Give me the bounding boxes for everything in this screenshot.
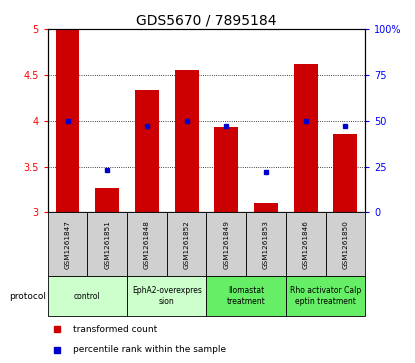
Bar bbox=[207, 277, 286, 316]
Bar bbox=[48, 277, 127, 316]
Bar bbox=[175, 70, 198, 212]
Bar bbox=[333, 134, 357, 212]
Bar bbox=[127, 212, 167, 277]
Bar bbox=[167, 212, 207, 277]
Text: EphA2-overexpres
sion: EphA2-overexpres sion bbox=[132, 286, 202, 306]
Text: GSM1261852: GSM1261852 bbox=[183, 220, 190, 269]
Bar bbox=[294, 64, 317, 212]
Bar bbox=[56, 29, 80, 212]
Text: GSM1261848: GSM1261848 bbox=[144, 220, 150, 269]
Text: percentile rank within the sample: percentile rank within the sample bbox=[73, 345, 226, 354]
Bar bbox=[88, 212, 127, 277]
Bar bbox=[135, 90, 159, 212]
Text: GSM1261846: GSM1261846 bbox=[303, 220, 309, 269]
Bar bbox=[127, 277, 207, 316]
Bar bbox=[207, 212, 246, 277]
Bar bbox=[254, 203, 278, 212]
Text: GSM1261847: GSM1261847 bbox=[65, 220, 71, 269]
Text: GSM1261853: GSM1261853 bbox=[263, 220, 269, 269]
Text: protocol: protocol bbox=[9, 291, 46, 301]
Text: GSM1261850: GSM1261850 bbox=[342, 220, 348, 269]
Text: transformed count: transformed count bbox=[73, 325, 157, 334]
Text: Rho activator Calp
eptin treatment: Rho activator Calp eptin treatment bbox=[290, 286, 361, 306]
Bar bbox=[325, 212, 365, 277]
Text: GSM1261849: GSM1261849 bbox=[223, 220, 229, 269]
Bar bbox=[215, 127, 238, 212]
Text: GSM1261851: GSM1261851 bbox=[104, 220, 110, 269]
Text: control: control bbox=[74, 291, 101, 301]
Bar bbox=[95, 188, 119, 212]
Bar bbox=[286, 212, 325, 277]
Bar bbox=[246, 212, 286, 277]
Title: GDS5670 / 7895184: GDS5670 / 7895184 bbox=[136, 14, 277, 28]
Bar bbox=[286, 277, 365, 316]
Bar bbox=[48, 212, 88, 277]
Text: Ilomastat
treatment: Ilomastat treatment bbox=[227, 286, 266, 306]
